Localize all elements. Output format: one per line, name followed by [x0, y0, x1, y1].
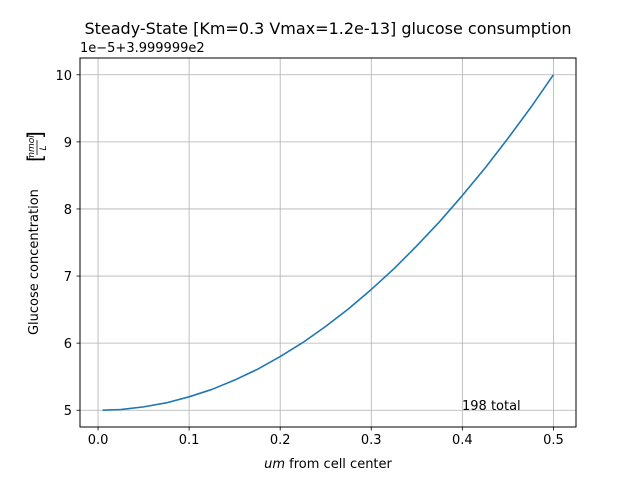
grid	[80, 58, 576, 427]
y-tick-label: 6	[64, 337, 72, 352]
unit-numerator: mmol	[27, 135, 37, 161]
x-axis: 0.0 0.1 0.2 0.3 0.4 0.5	[88, 427, 564, 448]
unit-bracket-left: [	[23, 154, 47, 162]
y-axis-label-unit: [ mmol L ]	[23, 131, 49, 162]
x-tick-label: 0.2	[270, 433, 291, 448]
axes-frame	[79, 57, 577, 428]
y-tick-label: 9	[64, 136, 72, 151]
y-offset-label: 1e−5+3.999999e2	[80, 41, 205, 56]
series-line	[102, 74, 555, 412]
x-tick-label: 0.1	[179, 433, 200, 448]
total-annotation: 198 total	[462, 399, 521, 414]
x-tick-label: 0.5	[543, 433, 564, 448]
y-axis: 5 6 7 8 9 10	[55, 69, 80, 419]
y-tick-label: 5	[64, 404, 72, 419]
y-tick-label: 7	[64, 270, 72, 285]
x-axis-label: um from cell center	[264, 457, 392, 472]
y-tick-label: 8	[64, 203, 72, 218]
plot-area	[102, 74, 555, 412]
unit-bracket-right: ]	[23, 131, 47, 139]
x-axis-label-text: from cell center	[285, 457, 392, 472]
y-tick-label: 10	[55, 69, 72, 84]
x-tick-label: 0.3	[361, 433, 382, 448]
x-tick-label: 0.4	[452, 433, 473, 448]
y-axis-label-text: Glucose concentration	[27, 185, 42, 335]
x-tick-label: 0.0	[88, 433, 109, 448]
unit-denominator: L	[39, 145, 49, 150]
x-axis-label-unit: um	[264, 457, 285, 472]
y-axis-label: Glucose concentration [ mmol L ]	[23, 131, 49, 335]
chart-title: Steady-State [Km=0.3 Vmax=1.2e-13] gluco…	[84, 19, 571, 38]
